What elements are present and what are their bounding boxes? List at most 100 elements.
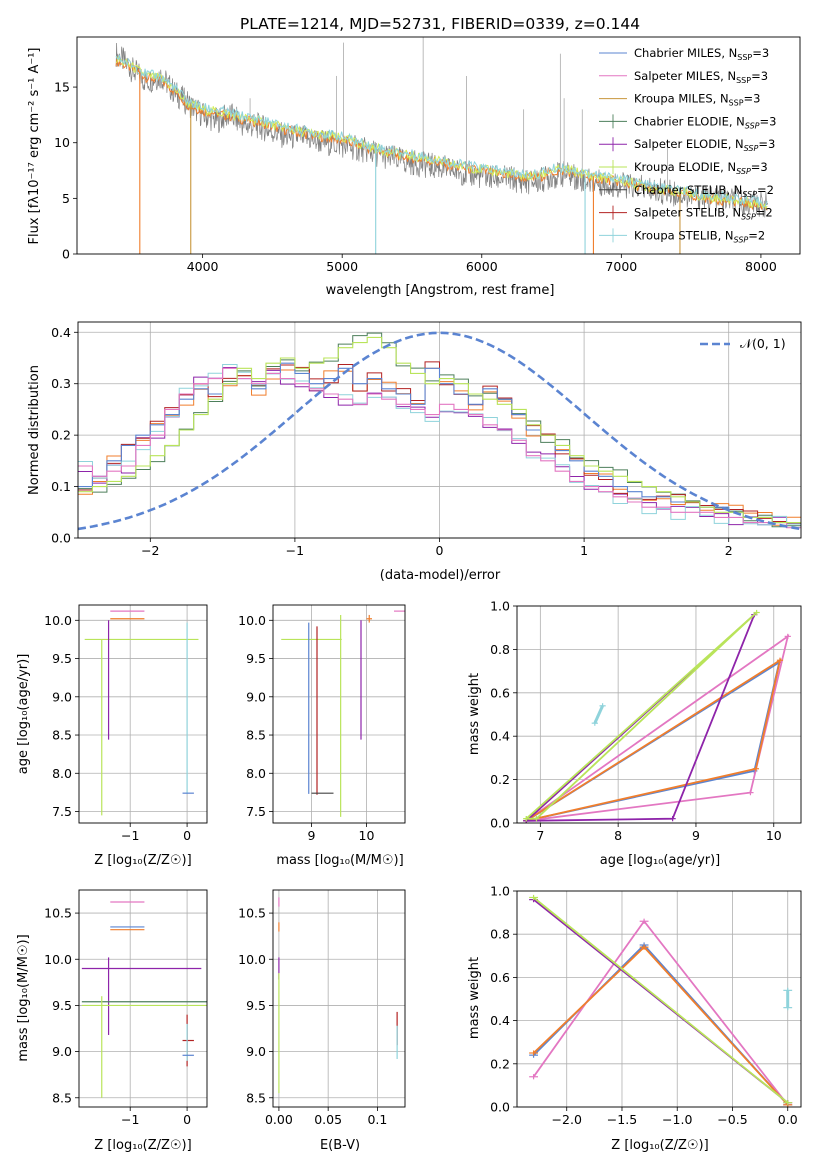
figure-title: PLATE=1214, MJD=52731, FIBERID=0339, z=0… — [240, 15, 640, 33]
tick-label-x: 1 — [580, 543, 588, 558]
tick-label-x: −0.5 — [717, 1112, 747, 1127]
tick-label-x: 0.00 — [265, 1112, 293, 1127]
tick-label-y: 0.4 — [51, 325, 71, 340]
xlabel: age [log₁₀(age/yr)] — [600, 853, 721, 868]
ylabel: mass weight — [467, 673, 482, 755]
tick-label-x: −1.5 — [607, 1112, 637, 1127]
tick-label-y: 9.5 — [52, 651, 72, 666]
tick-label-y: 9.5 — [246, 998, 266, 1013]
plot-area — [529, 894, 793, 1107]
axes-residual_distribution: −2 −1 0 1 2 0.0 0.1 0.2 0.3 0.4 (data-model)/error… — [27, 321, 802, 583]
mass-weight-line — [532, 943, 789, 1106]
tick-label-x: 0.05 — [314, 1112, 342, 1127]
xlabel: E(B-V) — [320, 1138, 360, 1153]
mass-weight-line — [532, 919, 789, 1106]
tick-label-y: 5 — [62, 191, 70, 206]
histogram-step — [78, 336, 801, 524]
axes-spectrum: 4000 5000 6000 7000 8000 0 5 10 15 wavelength [An… — [27, 36, 801, 298]
mass-weight-line — [525, 611, 758, 820]
axes-mass_vs_Z: −1 0 8.5 9.0 9.5 10.0 10.5 Z [log₁₀(Z/Z☉)] mass … — [16, 889, 208, 1153]
xlabel: mass [log₁₀(M/M☉)] — [276, 853, 403, 868]
tick-label-x: 0.0 — [778, 1112, 798, 1127]
tick-label-y: 9.5 — [52, 998, 72, 1013]
tick-label-y: 10.0 — [238, 952, 266, 967]
tick-label-y: 0.0 — [490, 816, 510, 831]
xlabel: Z [log₁₀(Z/Z☉)] — [94, 1138, 191, 1153]
tick-label-y: 9.0 — [52, 1044, 72, 1059]
histogram-step — [78, 364, 801, 526]
tick-label-x: 8000 — [745, 259, 777, 274]
tick-label-x: 0.1 — [367, 1112, 387, 1127]
tick-label-y: 0.8 — [490, 642, 510, 657]
tick-label-x: 10 — [359, 828, 375, 843]
spectrum-observed — [115, 42, 768, 218]
tick-label-y: 8.5 — [246, 728, 266, 743]
gaussian-curve — [78, 331, 801, 531]
legend-label-gauss: 𝒩(0, 1) — [740, 336, 786, 351]
legend-label: Kroupa STELIB, NSSP=2 — [634, 228, 765, 244]
tick-label-y: 0 — [62, 247, 70, 262]
tick-label-y: 0.4 — [490, 729, 510, 744]
axes-frame — [78, 604, 208, 824]
xlabel: wavelength [Angstrom, rest frame] — [326, 283, 555, 298]
tick-label-y: 8.5 — [246, 1090, 266, 1105]
tick-label-y: 0.8 — [490, 927, 510, 942]
legend-label: Kroupa MILES, NSSP=3 — [634, 92, 760, 108]
mass-weight-line — [532, 945, 789, 1106]
tick-label-x: −1 — [121, 1112, 139, 1127]
spectrum-model-line — [115, 54, 768, 209]
tick-label-x: 9 — [308, 828, 316, 843]
tick-label-x: −2.0 — [552, 1112, 582, 1127]
legend-label: Salpeter ELODIE, NSSP=3 — [634, 137, 775, 153]
tick-label-y: 9.5 — [246, 651, 266, 666]
tick-label-y: 0.2 — [51, 428, 71, 443]
tick-label-y: 8.5 — [52, 1090, 72, 1105]
tick-label-y: 0.0 — [490, 1100, 510, 1115]
xlabel: Z [log₁₀(Z/Z☉)] — [611, 1138, 708, 1153]
tick-label-y: 0.6 — [490, 970, 510, 985]
tick-label-x: 0 — [436, 543, 444, 558]
mass-weight-line — [525, 634, 790, 822]
legend-label: Chabrier MILES, NSSP=3 — [634, 46, 769, 62]
ylabel: Flux [fλ10⁻¹⁷ erg cm⁻² s⁻¹ A⁻¹] — [27, 48, 42, 245]
tick-label-x: 0 — [183, 1112, 191, 1127]
tick-label-y: 7.5 — [52, 804, 72, 819]
plot-area — [81, 901, 207, 1098]
tick-label-y: 0.3 — [51, 376, 71, 391]
tick-label-x: 10 — [766, 828, 782, 843]
tick-label-y: 7.5 — [246, 804, 266, 819]
xlabel: (data-model)/error — [380, 568, 501, 583]
tick-label-y: 10.0 — [44, 613, 72, 628]
tick-label-x: 7000 — [605, 259, 637, 274]
mass-weight-line — [593, 705, 604, 724]
tick-label-y: 9.0 — [52, 689, 72, 704]
tick-label-x: 0 — [183, 828, 191, 843]
tick-label-x: 7 — [536, 828, 544, 843]
tick-label-y: 8.0 — [246, 766, 266, 781]
axes-frame — [516, 605, 802, 824]
tick-label-y: 10 — [54, 135, 70, 150]
axes-age_vs_Z: −1 0 7.5 8.0 8.5 9.0 9.5 10.0 Z [log₁₀(Z/Z☉)] age… — [16, 604, 208, 868]
tick-label-y: 9.0 — [246, 689, 266, 704]
axes-frame — [76, 36, 801, 255]
ylabel: mass [log₁₀(M/M☉)] — [16, 934, 31, 1061]
axes-mass_vs_EBV: 0.00 0.05 0.1 8.5 9.0 9.5 10.0 10.5 E(B-V) — [238, 889, 406, 1153]
tick-label-y: 8.0 — [52, 766, 72, 781]
tick-label-y: 15 — [54, 80, 70, 95]
plot-area — [78, 331, 801, 531]
axes-frame — [272, 889, 406, 1108]
axes-age_vs_mass: 9 10 7.5 8.0 8.5 9.0 9.5 10.0 mass [log₁₀(M/M☉)] — [238, 604, 406, 868]
ylabel: age [log₁₀(age/yr)] — [16, 654, 31, 775]
plot-area — [281, 610, 405, 817]
axes-frame — [78, 889, 208, 1108]
legend-label: Salpeter STELIB, NSSP=2 — [634, 206, 773, 222]
tick-label-y: 0.6 — [490, 685, 510, 700]
plot-area — [278, 897, 398, 1094]
tick-label-y: 1.0 — [490, 599, 510, 614]
axes-massweight_vs_age: 7 8 9 10 0.0 0.2 0.4 0.6 0.8 1.0 age [log₁₀(age/yr… — [467, 599, 802, 868]
axes-frame — [516, 890, 802, 1108]
spectrum-legend: Chabrier MILES, NSSP=3 Salpeter MILES, NS… — [599, 46, 776, 244]
tick-label-x: −1 — [121, 828, 139, 843]
